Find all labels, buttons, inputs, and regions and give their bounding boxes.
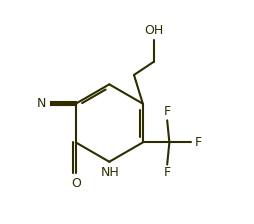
Text: F: F xyxy=(195,136,202,149)
Text: NH: NH xyxy=(101,166,120,179)
Text: N: N xyxy=(37,97,46,110)
Text: OH: OH xyxy=(144,24,164,37)
Text: F: F xyxy=(164,105,171,118)
Text: F: F xyxy=(164,166,171,179)
Text: O: O xyxy=(71,177,81,190)
